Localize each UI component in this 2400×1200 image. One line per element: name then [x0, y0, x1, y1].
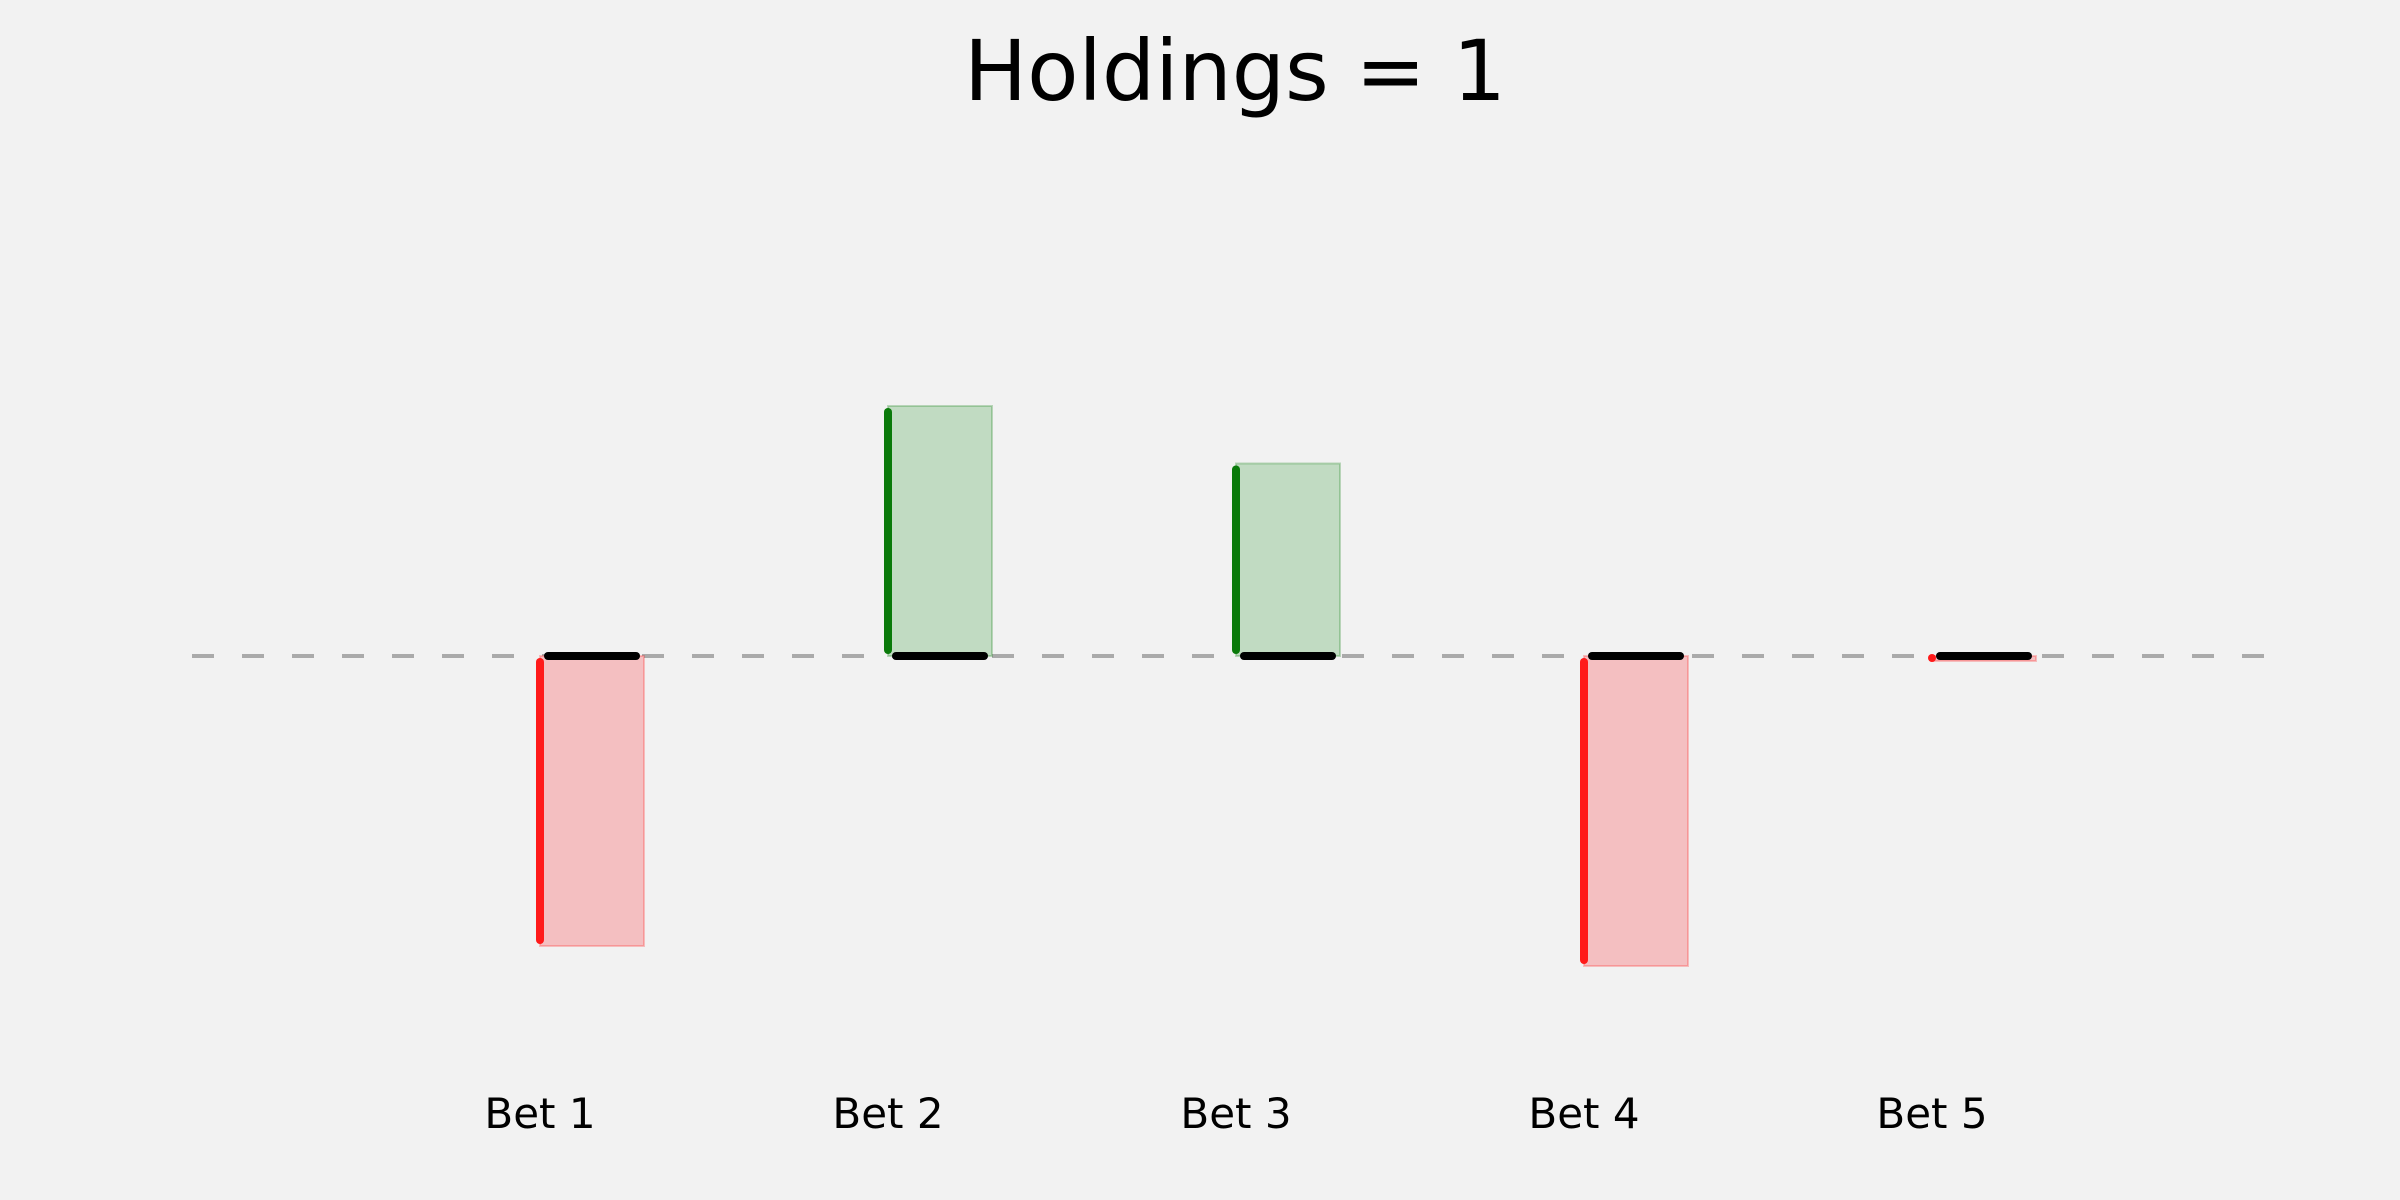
tick-label-bet-4: Bet 4: [1528, 1089, 1639, 1138]
tick-label-bet-5: Bet 5: [1876, 1089, 1987, 1138]
value-line-bet-5: [1928, 654, 1936, 662]
bar-fill-bet-2: [887, 405, 993, 657]
bar-fill-bet-1: [539, 655, 645, 947]
tick-label-bet-3: Bet 3: [1180, 1089, 1291, 1138]
bet-marks: Bet 1 Bet 2 Bet 3 Bet 4 Bet 5: [484, 405, 2037, 1138]
bar-fill-bet-4: [1583, 655, 1689, 967]
bar-fill-bet-3: [1235, 462, 1341, 657]
tick-label-bet-1: Bet 1: [484, 1089, 595, 1138]
tick-label-bet-2: Bet 2: [832, 1089, 943, 1138]
chart-title: Holdings = 1: [964, 22, 1506, 120]
